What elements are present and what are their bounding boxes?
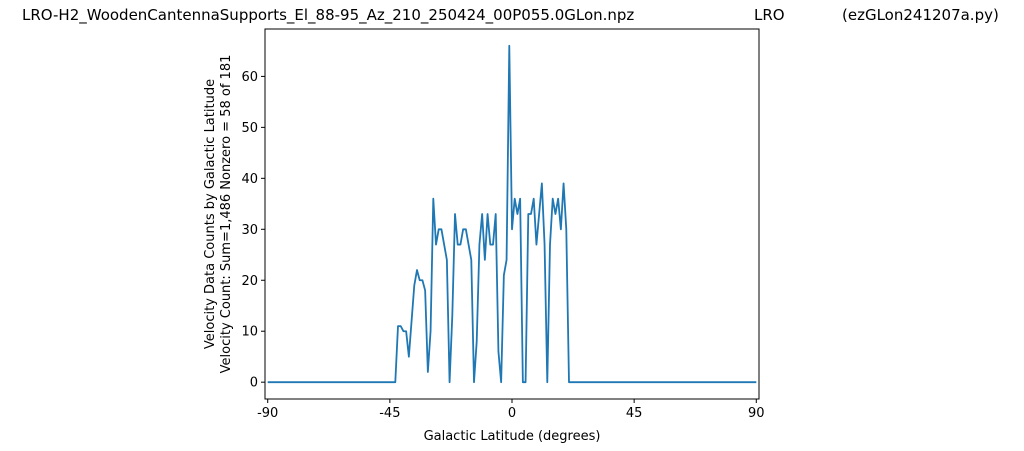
series-line (267, 44, 757, 384)
y-axis-label-line-1: Velocity Data Counts by Galactic Latitud… (203, 79, 218, 349)
title-filename: LRO-H2_WoodenCantennaSupports_El_88-95_A… (22, 6, 635, 24)
y-tick-label: 0 (250, 376, 258, 391)
x-axis-label: Galactic Latitude (degrees) (424, 429, 601, 444)
y-axis-label-line-2: Velocity Count: Sum=1,486 Nonzero = 58 o… (219, 55, 234, 374)
x-tick-label: 90 (748, 406, 765, 421)
figure-title: LRO-H2_WoodenCantennaSupports_El_88-95_A… (0, 6, 1024, 28)
x-tick-label: -45 (379, 406, 400, 421)
x-tick-label: -90 (257, 406, 278, 421)
y-tick-label: 40 (241, 172, 258, 187)
x-tick-label: 0 (508, 406, 516, 421)
x-tick-label: 45 (626, 406, 643, 421)
y-tick-label: 20 (241, 274, 258, 289)
axis-ticks: -90 -45 0 45 90 0 10 20 30 40 50 60 (241, 70, 764, 421)
title-script: (ezGLon241207a.py) (842, 6, 999, 24)
y-tick-label: 10 (241, 325, 258, 340)
y-tick-label: 30 (241, 223, 258, 238)
y-tick-label: 60 (241, 70, 258, 85)
title-site: LRO (754, 6, 785, 24)
plot-frame (264, 28, 760, 400)
y-tick-label: 50 (241, 121, 258, 136)
chart-marks (267, 44, 757, 384)
